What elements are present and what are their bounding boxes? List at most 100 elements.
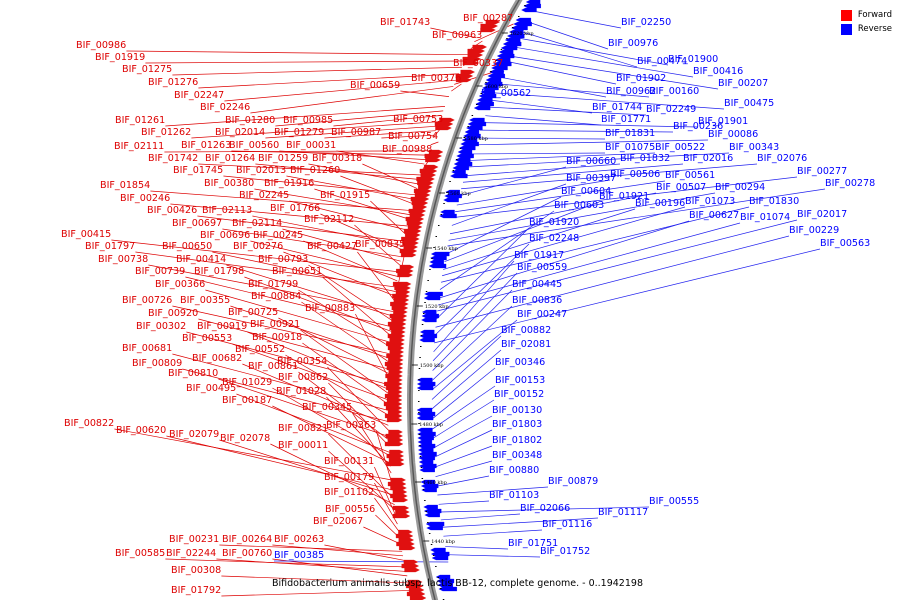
gene-label[interactable]: BIF_00725 <box>228 307 278 318</box>
gene-label-group[interactable]: BIF_02079 <box>169 429 219 440</box>
gene-label-group[interactable]: BIF_00976 <box>608 38 658 49</box>
gene-label-group[interactable]: BIF_00355 <box>180 295 230 306</box>
gene-label-group[interactable]: BIF_00426 <box>147 205 197 216</box>
gene-label[interactable]: BIF_01916 <box>264 178 314 189</box>
gene-label-group[interactable]: BIF_02113 <box>202 205 252 216</box>
gene-label[interactable]: BIF_00809 <box>132 358 182 369</box>
gene-label-group[interactable]: BIF_00427 <box>307 241 357 252</box>
gene-label-group[interactable]: BIF_00681 <box>122 343 172 354</box>
gene-label[interactable]: BIF_00603 <box>554 200 604 211</box>
gene-label-group[interactable]: BIF_01798 <box>194 266 244 277</box>
gene-label[interactable]: BIF_00553 <box>182 333 232 344</box>
gene-label[interactable]: BIF_00366 <box>155 279 205 290</box>
gene-label-group[interactable]: BIF_00650 <box>162 241 212 252</box>
gene-label[interactable]: BIF_01766 <box>270 203 320 214</box>
gene-label-group[interactable]: BIF_00474 <box>637 56 687 67</box>
gene-label[interactable]: BIF_00696 <box>200 230 250 241</box>
gene-label[interactable]: BIF_02078 <box>220 433 270 444</box>
gene-label-group[interactable]: BIF_00561 <box>665 170 715 181</box>
gene-label[interactable]: BIF_00236 <box>673 121 723 132</box>
gene-label-group[interactable]: BIF_00231 <box>169 534 219 545</box>
gene-label[interactable]: BIF_01797 <box>85 241 135 252</box>
gene-label-group[interactable]: BIF_00560 <box>229 140 279 151</box>
gene-label[interactable]: BIF_00207 <box>718 78 768 89</box>
gene-label[interactable]: BIF_00348 <box>492 450 542 461</box>
gene-label-group[interactable]: BIF_01831 <box>605 128 655 139</box>
gene-label-group[interactable]: BIF_01915 <box>320 190 370 201</box>
gene-label-group[interactable]: BIF_01917 <box>514 250 564 261</box>
gene-label[interactable]: BIF_00988 <box>382 144 432 155</box>
gene-label-group[interactable]: BIF_00627 <box>689 210 739 221</box>
gene-label-group[interactable]: BIF_01276 <box>148 77 198 88</box>
gene-label[interactable]: BIF_00963 <box>432 30 482 41</box>
gene-label[interactable]: BIF_00263 <box>274 534 324 545</box>
gene-label[interactable]: BIF_00376 <box>411 73 461 84</box>
gene-label[interactable]: BIF_01920 <box>529 217 579 228</box>
gene-label-group[interactable]: BIF_02111 <box>114 141 164 152</box>
gene-label-group[interactable]: BIF_00031 <box>286 140 336 151</box>
gene-label-group[interactable]: BIF_00821 <box>278 423 328 434</box>
gene-label-group[interactable]: BIF_00414 <box>176 254 226 265</box>
gene-label[interactable]: BIF_00627 <box>689 210 739 221</box>
gene-label[interactable]: BIF_00739 <box>135 266 185 277</box>
gene-label[interactable]: BIF_00861 <box>248 361 298 372</box>
gene-label[interactable]: BIF_01260 <box>290 165 340 176</box>
gene-label[interactable]: BIF_00835 <box>355 239 405 250</box>
gene-label-group[interactable]: BIF_00603 <box>554 200 604 211</box>
gene-label[interactable]: BIF_00561 <box>665 170 715 181</box>
gene-label-group[interactable]: BIF_01745 <box>173 165 223 176</box>
gene-label[interactable]: BIF_00495 <box>186 383 236 394</box>
gene-label[interactable]: BIF_00179 <box>324 472 374 483</box>
gene-label-group[interactable]: BIF_00302 <box>136 321 186 332</box>
gene-label[interactable]: BIF_00620 <box>116 425 166 436</box>
gene-label-group[interactable]: BIF_00725 <box>228 307 278 318</box>
gene-label[interactable]: BIF_00153 <box>495 375 545 386</box>
gene-label-group[interactable]: BIF_01742 <box>148 153 198 164</box>
gene-label[interactable]: BIF_00415 <box>61 229 111 240</box>
gene-label[interactable]: BIF_00346 <box>495 357 545 368</box>
gene-label-group[interactable]: BIF_00986 <box>76 40 126 51</box>
gene-label-group[interactable]: BIF_01902 <box>616 73 666 84</box>
gene-label[interactable]: BIF_02248 <box>529 233 579 244</box>
gene-label-group[interactable]: BIF_00884 <box>251 291 301 302</box>
gene-label-group[interactable]: BIF_00918 <box>252 332 302 343</box>
gene-label-group[interactable]: BIF_00987 <box>331 127 381 138</box>
gene-label-group[interactable]: BIF_00245 <box>253 230 303 241</box>
gene-label-group[interactable]: BIF_00563 <box>820 238 870 249</box>
gene-label-group[interactable]: BIF_00659 <box>350 80 400 91</box>
gene-label-group[interactable]: BIF_02248 <box>529 233 579 244</box>
gene-label[interactable]: BIF_00918 <box>252 332 302 343</box>
gene-label-group[interactable]: BIF_01766 <box>270 203 320 214</box>
gene-label[interactable]: BIF_02111 <box>114 141 164 152</box>
gene-label-group[interactable]: BIF_00962 <box>606 86 656 97</box>
gene-label[interactable]: BIF_01902 <box>616 73 666 84</box>
gene-label[interactable]: BIF_00507 <box>656 182 706 193</box>
gene-label-group[interactable]: BIF_02249 <box>646 104 696 115</box>
gene-label-group[interactable]: BIF_00988 <box>382 144 432 155</box>
gene-label[interactable]: BIF_00355 <box>180 295 230 306</box>
gene-label[interactable]: BIF_00659 <box>350 80 400 91</box>
gene-label-group[interactable]: BIF_00179 <box>324 472 374 483</box>
gene-label-group[interactable]: BIF_01803 <box>492 419 542 430</box>
gene-label-group[interactable]: BIF_02076 <box>757 153 807 164</box>
gene-label-group[interactable]: BIF_01797 <box>85 241 135 252</box>
gene-label[interactable]: BIF_00559 <box>517 262 567 273</box>
gene-label[interactable]: BIF_01751 <box>508 538 558 549</box>
gene-label[interactable]: BIF_02066 <box>520 503 570 514</box>
gene-label[interactable]: BIF_01831 <box>605 128 655 139</box>
gene-label[interactable]: BIF_00552 <box>235 344 285 355</box>
gene-label[interactable]: BIF_01832 <box>620 153 670 164</box>
gene-label-group[interactable]: BIF_00553 <box>182 333 232 344</box>
gene-label-group[interactable]: BIF_02014 <box>215 127 265 138</box>
gene-label-group[interactable]: BIF_01901 <box>698 116 748 127</box>
gene-label[interactable]: BIF_00921 <box>250 319 300 330</box>
gene-label[interactable]: BIF_00836 <box>512 295 562 306</box>
gene-label[interactable]: BIF_00879 <box>548 476 598 487</box>
gene-label-group[interactable]: BIF_01116 <box>542 519 592 530</box>
gene-label[interactable]: BIF_00920 <box>148 308 198 319</box>
gene-label-group[interactable]: BIF_01263 <box>181 140 231 151</box>
gene-label-group[interactable]: BIF_00366 <box>155 279 205 290</box>
gene-label-group[interactable]: BIF_01920 <box>529 217 579 228</box>
gene-label-group[interactable]: BIF_00920 <box>148 308 198 319</box>
gene-label[interactable]: BIF_01102 <box>324 487 374 498</box>
